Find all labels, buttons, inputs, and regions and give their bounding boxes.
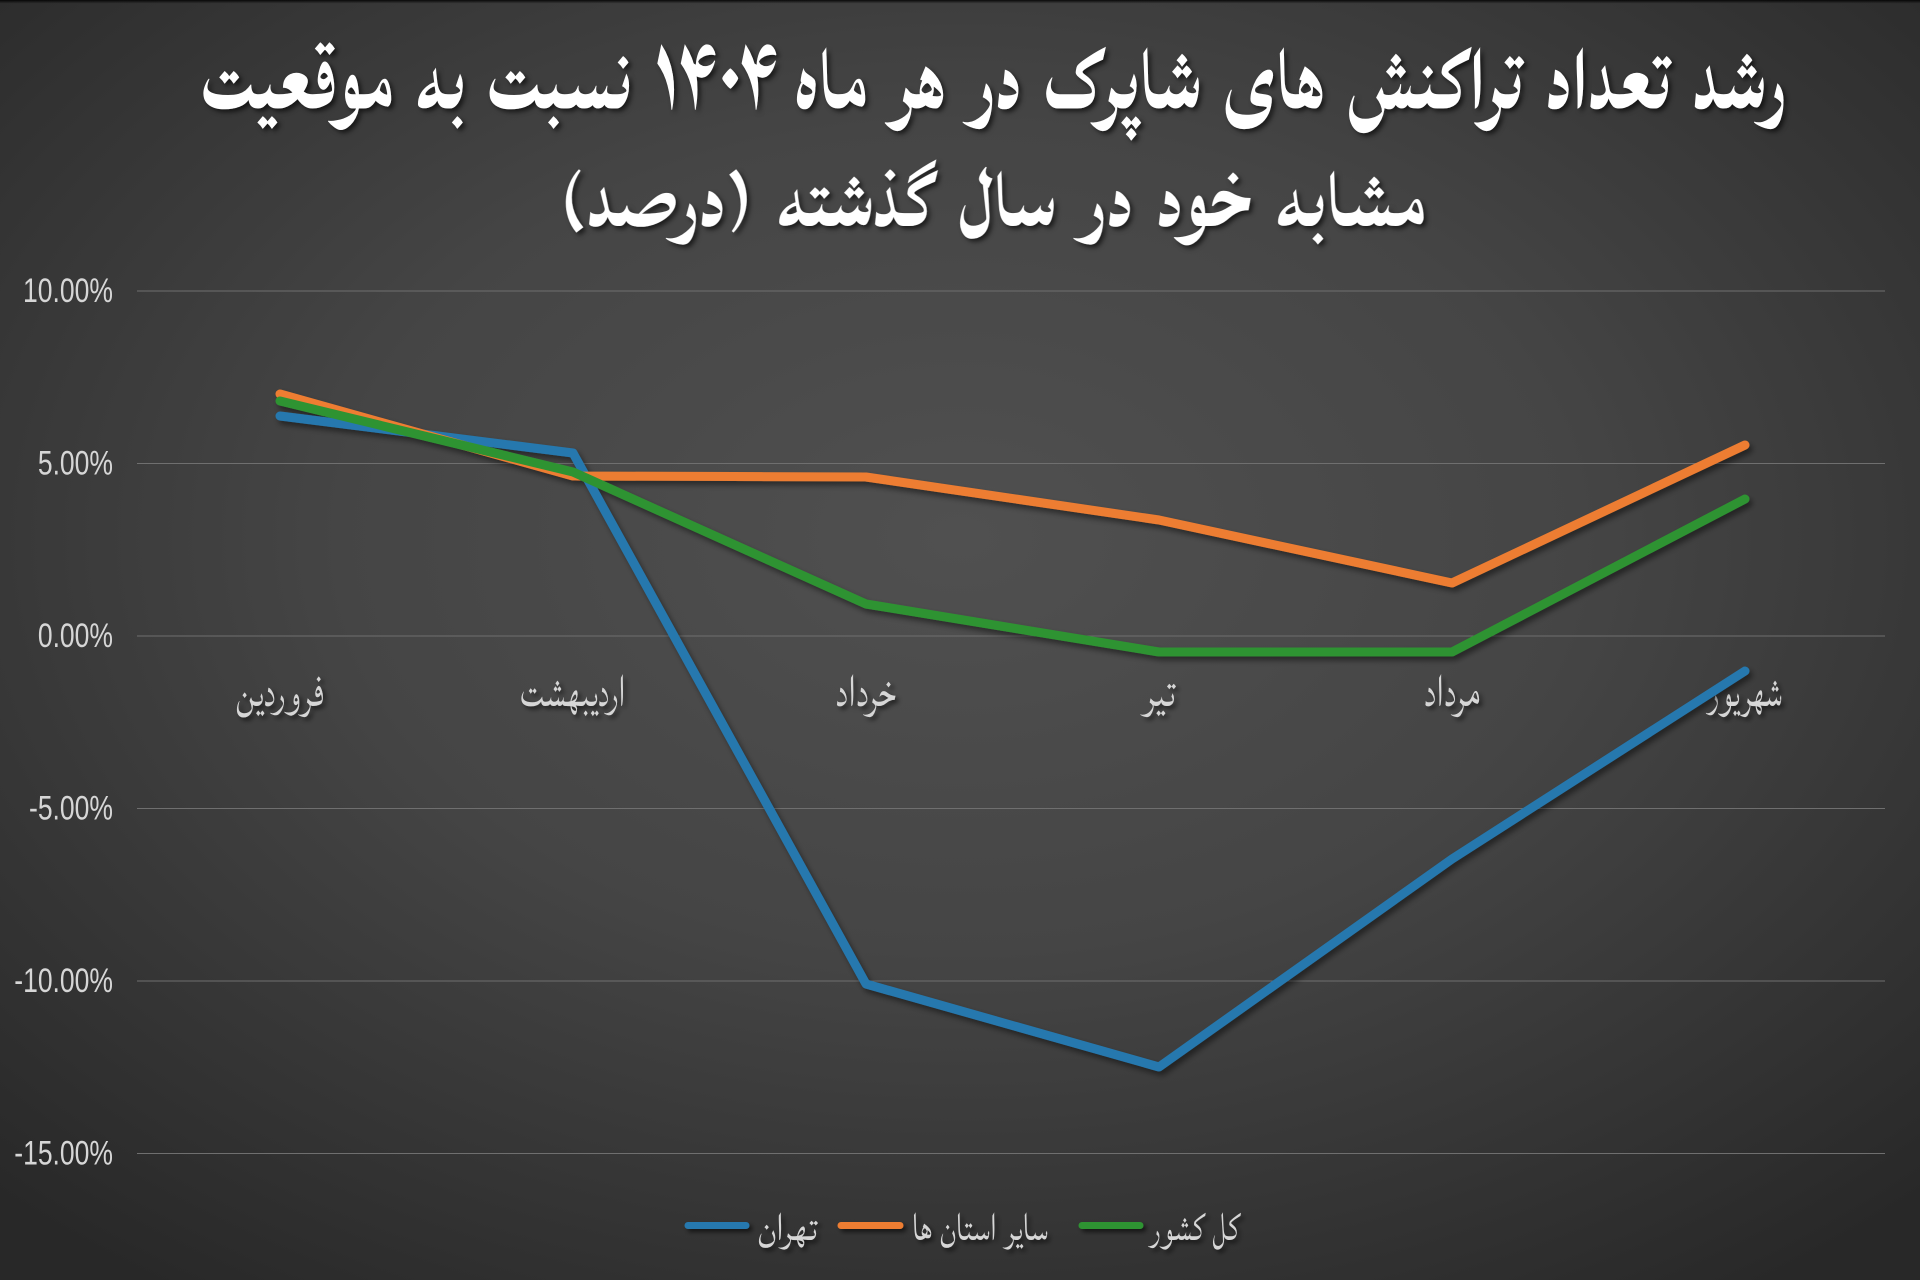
svg-text:-5.00%: -5.00%: [29, 789, 113, 827]
svg-text:10.00%: 10.00%: [23, 272, 113, 310]
svg-text:-10.00%: -10.00%: [14, 962, 113, 1000]
svg-text:-15.00%: -15.00%: [14, 1134, 113, 1172]
svg-text:0.00%: 0.00%: [38, 617, 113, 655]
svg-text:5.00%: 5.00%: [38, 444, 113, 482]
